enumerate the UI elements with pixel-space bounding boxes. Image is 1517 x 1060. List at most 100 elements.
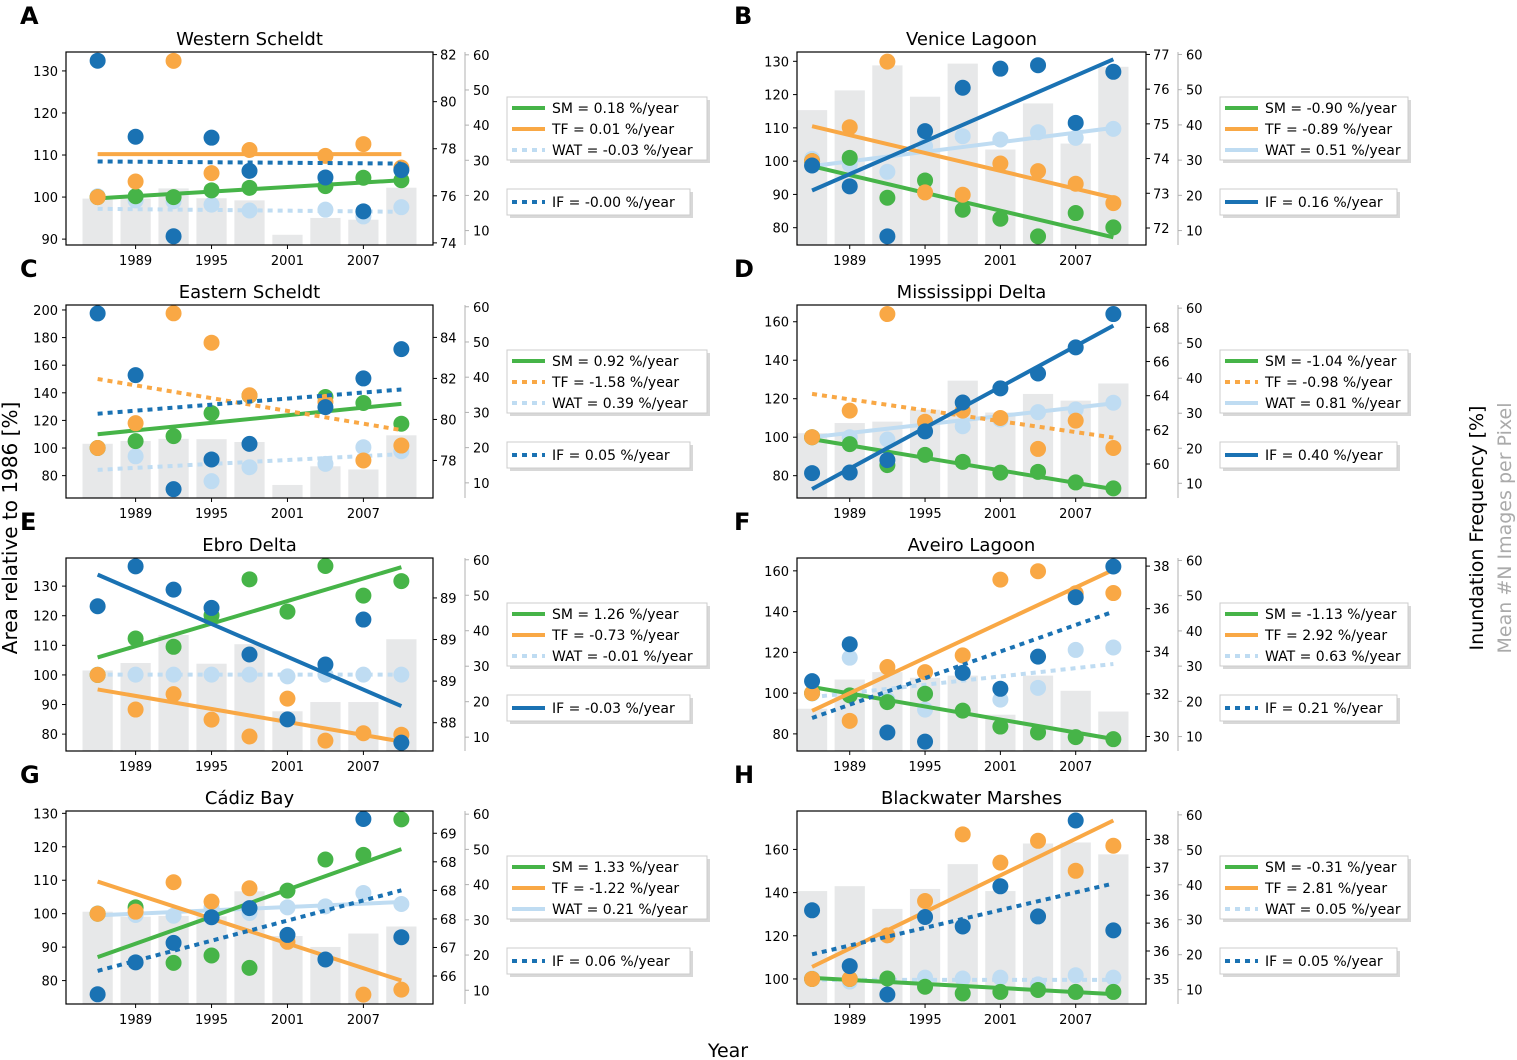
if-data-point [241, 162, 258, 179]
wat-data-point [1067, 401, 1084, 418]
left-axis-tick-label: 120 [764, 89, 789, 104]
plot-frame [65, 557, 434, 752]
if-data-point [355, 611, 372, 628]
tf-data-point [1105, 837, 1122, 854]
x-tick-label: 2007 [347, 254, 380, 269]
tf-data-point [317, 732, 334, 749]
sm-legend-label: SM = 1.26 %/year [552, 607, 679, 623]
wat-data-point [241, 202, 258, 219]
if-data-point [89, 305, 106, 322]
if-data-point [879, 228, 896, 245]
image-count-bar [82, 670, 113, 751]
wat-data-point [165, 907, 182, 924]
images-axis-tick-label: 60 [1186, 48, 1203, 63]
sm-data-point [1067, 474, 1084, 491]
tf-data-point [1067, 175, 1084, 192]
if-data-point [954, 79, 971, 96]
tf-data-point [165, 305, 182, 322]
wat-data-point [355, 439, 372, 456]
wat-legend-label: WAT = -0.01 %/year [552, 649, 693, 665]
inundation-axis-tick-label: 76 [1153, 83, 1170, 98]
if-data-point [954, 664, 971, 681]
if-data-point [165, 228, 182, 245]
wat-data-point [954, 418, 971, 435]
sm-data-point [992, 464, 1009, 481]
left-axis-tick-label: 100 [764, 687, 789, 702]
image-count-bar [386, 187, 417, 245]
if-data-point [317, 169, 334, 186]
if-data-point [954, 918, 971, 935]
if-legend-label: IF = -0.00 %/year [552, 195, 675, 211]
tf-data-point [841, 970, 858, 987]
panel-f: F Aveiro Lagoon 10 20 30 40 50 60 1989 1995 2001 20… [734, 508, 1411, 775]
tf-data-point [355, 725, 372, 742]
plot-frame [65, 304, 434, 499]
left-axis-tick-label: 100 [764, 431, 789, 446]
left-axis-tick-label: 100 [33, 908, 58, 923]
sm-data-point [165, 428, 182, 445]
sm-data-point [317, 557, 334, 574]
images-axis-tick-label: 40 [1186, 372, 1203, 387]
left-axis-tick-label: 90 [41, 233, 58, 248]
tf-data-point [917, 664, 934, 681]
images-axis-tick-label: 20 [473, 442, 490, 457]
sm-data-point [1105, 983, 1122, 1000]
inundation-axis-tick-label: 72 [1153, 222, 1170, 237]
tf-data-point [203, 893, 220, 910]
x-tick-label: 1995 [909, 507, 942, 522]
images-axis-tick-label: 50 [1186, 844, 1203, 859]
sm-data-point [393, 811, 410, 828]
left-axis-tick-label: 100 [33, 191, 58, 206]
left-axis-tick-label: 110 [764, 122, 789, 137]
legend-land-cover: SM = -1.04 %/year TF = -0.98 %/year WAT = … [1219, 349, 1411, 416]
left-axis-tick-label: 120 [33, 107, 58, 122]
images-axis-tick-label: 20 [473, 696, 490, 711]
if-data-point [804, 157, 821, 174]
left-axis-tick-label: 110 [33, 639, 58, 654]
tf-data-point [992, 155, 1009, 172]
sm-data-point [165, 189, 182, 206]
wat-data-point [1067, 641, 1084, 658]
plot-frame [796, 810, 1147, 1005]
wat-data-point [1067, 129, 1084, 146]
left-axis-tick-label: 100 [33, 442, 58, 457]
tf-data-point [355, 452, 372, 469]
if-data-point [317, 951, 334, 968]
if-data-point [1105, 922, 1122, 939]
if-legend-label: IF = 0.21 %/year [1265, 701, 1383, 717]
tf-data-point [127, 903, 144, 920]
images-axis-tick-label: 10 [473, 225, 490, 240]
image-count-bar [1098, 66, 1129, 246]
sm-legend-label: SM = -1.04 %/year [1265, 354, 1397, 370]
images-axis-tick-label: 10 [473, 731, 490, 746]
if-data-point [165, 481, 182, 498]
wat-data-point [1105, 969, 1122, 986]
tf-data-point [355, 986, 372, 1003]
if-data-point [355, 370, 372, 387]
sm-data-point [954, 201, 971, 218]
inundation-axis-tick-label: 60 [1153, 458, 1170, 473]
tf-legend-label: TF = -1.58 %/year [551, 375, 679, 391]
if-data-point [804, 465, 821, 482]
images-axis-tick-label: 30 [1186, 914, 1203, 929]
if-legend-label: IF = 0.05 %/year [1265, 954, 1383, 970]
wat-data-point [954, 128, 971, 145]
left-axis-tick-label: 160 [764, 565, 789, 580]
if-data-point [841, 958, 858, 975]
if-data-point [127, 128, 144, 145]
left-axis-tick-label: 140 [764, 887, 789, 902]
tf-data-point [1030, 440, 1047, 457]
left-axis-tick-label: 160 [764, 843, 789, 858]
wat-data-point [879, 163, 896, 180]
left-axis-tick-label: 130 [33, 580, 58, 595]
tf-data-point [1067, 862, 1084, 879]
x-tick-label: 1995 [909, 760, 942, 775]
if-data-point [393, 162, 410, 179]
sm-data-point [279, 882, 296, 899]
tf-data-point [879, 53, 896, 70]
wat-legend-label: WAT = 0.63 %/year [1265, 649, 1401, 665]
x-tick-label: 2007 [1059, 254, 1092, 269]
if-data-point [1067, 114, 1084, 131]
legend-land-cover: SM = -1.13 %/year TF = 2.92 %/year WAT = 0… [1219, 602, 1411, 669]
inundation-axis-tick-label: 69 [440, 827, 457, 842]
